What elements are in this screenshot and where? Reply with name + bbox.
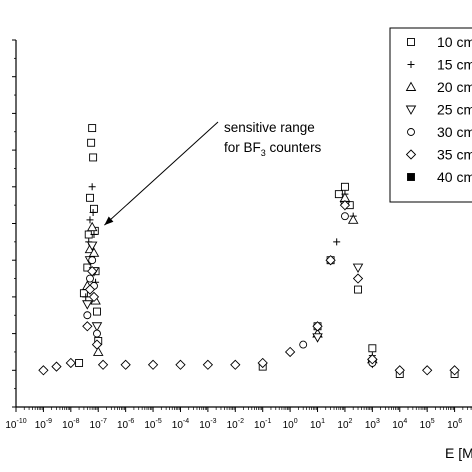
data-point bbox=[86, 221, 98, 232]
data-point bbox=[312, 333, 323, 343]
legend-marker bbox=[405, 81, 417, 91]
legend-label: 20 cm bbox=[437, 79, 472, 95]
data-point bbox=[354, 285, 362, 294]
series-3 bbox=[82, 201, 378, 369]
data-point bbox=[93, 329, 101, 338]
data-point bbox=[422, 365, 433, 376]
legend-label: 35 cm bbox=[437, 147, 472, 163]
data-point bbox=[147, 359, 159, 370]
data-point bbox=[368, 344, 377, 353]
x-tick-label: 10-6 bbox=[117, 418, 134, 431]
data-point bbox=[257, 357, 268, 369]
data-point bbox=[202, 359, 214, 370]
data-point bbox=[367, 354, 378, 365]
data-point bbox=[312, 321, 323, 332]
data-point bbox=[86, 193, 94, 202]
data-point bbox=[175, 359, 186, 370]
data-point bbox=[86, 241, 98, 251]
series-4 bbox=[83, 212, 377, 367]
data-point bbox=[86, 274, 94, 283]
legend-marker bbox=[407, 38, 415, 46]
annotation-line2: for BF3 counters bbox=[224, 140, 322, 158]
x-tick-label: 100 bbox=[283, 418, 298, 431]
data-point bbox=[91, 322, 103, 332]
data-point bbox=[89, 153, 98, 162]
x-tick-label: 10-10 bbox=[5, 418, 26, 431]
legend-marker bbox=[407, 128, 415, 136]
series-2 bbox=[82, 192, 378, 364]
x-tick-label: 10-7 bbox=[90, 418, 107, 431]
x-tick-label: 102 bbox=[337, 418, 352, 431]
annotation-line1: sensitive range bbox=[224, 120, 315, 135]
data-point bbox=[90, 231, 98, 239]
legend-marker bbox=[405, 105, 417, 115]
data-point bbox=[325, 255, 336, 266]
data-point bbox=[82, 300, 93, 310]
data-point bbox=[51, 361, 62, 372]
arrow-head bbox=[104, 216, 114, 226]
legend-marker bbox=[407, 61, 415, 68]
legend-label: 10 cm bbox=[437, 34, 472, 50]
annotation-arrow bbox=[104, 121, 219, 226]
data-point bbox=[88, 183, 96, 191]
data-point bbox=[89, 208, 97, 216]
data-point bbox=[82, 321, 93, 332]
data-point bbox=[93, 307, 101, 316]
data-point bbox=[352, 273, 364, 284]
data-point bbox=[449, 365, 460, 376]
data-point bbox=[230, 359, 241, 370]
data-point bbox=[340, 212, 349, 221]
legend: 10 cm 15 cm 20 cm 25 cm 30 cm 35 cm 40 cm bbox=[389, 27, 472, 203]
legend-box bbox=[389, 27, 472, 203]
data-point bbox=[38, 365, 49, 376]
data-point bbox=[84, 284, 96, 295]
x-tick-label: 10-9 bbox=[35, 418, 52, 431]
data-point bbox=[97, 359, 109, 370]
data-point bbox=[75, 359, 84, 367]
data-point bbox=[339, 200, 351, 211]
data-point bbox=[91, 339, 103, 350]
data-point bbox=[92, 346, 104, 356]
x-tick-label: 10-1 bbox=[254, 418, 271, 431]
legend-label: 30 cm bbox=[437, 124, 472, 140]
legend-marker bbox=[407, 173, 415, 181]
series-5 bbox=[38, 200, 460, 376]
data-point bbox=[333, 238, 341, 246]
legend-label: 40 cm bbox=[437, 169, 472, 185]
data-point bbox=[86, 216, 94, 224]
x-axis-label: E [M bbox=[445, 445, 472, 461]
legend-marker bbox=[405, 149, 417, 160]
data-point bbox=[65, 357, 76, 369]
data-point bbox=[340, 182, 349, 191]
data-point bbox=[87, 266, 98, 277]
legend-label: 25 cm bbox=[437, 102, 472, 118]
data-point bbox=[87, 138, 96, 147]
data-point bbox=[82, 293, 90, 301]
x-tick-label: 10-8 bbox=[62, 418, 79, 431]
data-point bbox=[394, 365, 405, 376]
data-point bbox=[284, 346, 296, 358]
data-point bbox=[88, 124, 97, 133]
data-point bbox=[334, 190, 343, 199]
data-point bbox=[299, 340, 308, 349]
x-tick-label: 10-3 bbox=[199, 418, 216, 431]
data-point bbox=[83, 311, 92, 320]
data-point bbox=[90, 204, 98, 213]
data-point bbox=[352, 263, 364, 273]
x-tick-label: 10-4 bbox=[172, 418, 189, 431]
x-tick-label: 10-2 bbox=[227, 418, 244, 431]
data-point bbox=[88, 291, 100, 303]
x-tick-label: 10-5 bbox=[144, 418, 161, 431]
data-point bbox=[347, 214, 359, 224]
x-tick-label: 105 bbox=[420, 418, 435, 431]
data-point bbox=[120, 359, 131, 370]
data-point bbox=[88, 256, 97, 265]
x-tick-label: 101 bbox=[310, 418, 325, 431]
x-tick-label: 106 bbox=[447, 418, 462, 431]
x-tick-label: 104 bbox=[392, 418, 407, 431]
legend-label: 15 cm bbox=[437, 57, 472, 73]
x-tick-label: 103 bbox=[365, 418, 380, 431]
series-1 bbox=[82, 183, 376, 360]
